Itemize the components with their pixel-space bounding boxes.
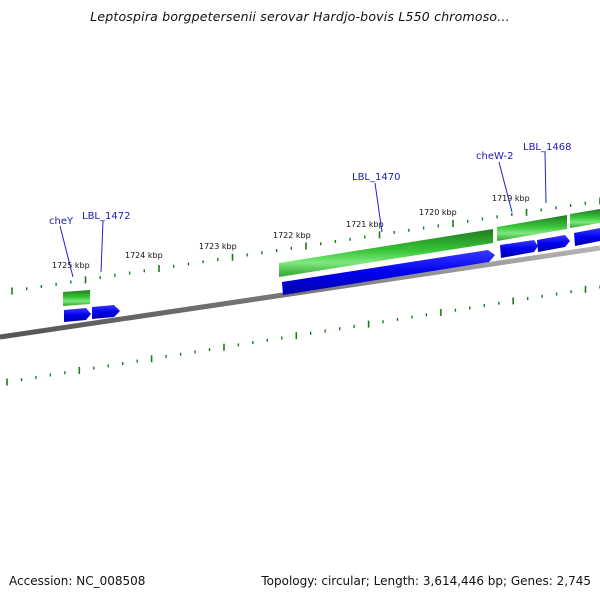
map-title: Leptospira borgpetersenii serovar Hardjo…: [90, 9, 510, 24]
gene-track-green: [63, 209, 600, 306]
gene-lbl1470-blue[interactable]: [282, 250, 495, 295]
gene-next-blue[interactable]: [574, 228, 600, 246]
gene-track-blue: [64, 228, 600, 322]
gene-label-lbl1470[interactable]: LBL_1470: [352, 172, 400, 183]
scale-label-1724: 1724 kbp: [125, 251, 163, 260]
scale-ticks-upper: [11, 197, 600, 295]
genome-summary-text: Topology: circular; Length: 3,614,446 bp…: [261, 574, 591, 588]
scale-label-1720: 1720 kbp: [419, 208, 457, 217]
gene-label-lbl1472[interactable]: LBL_1472: [82, 211, 130, 222]
gene-lbl1472-blue[interactable]: [92, 305, 120, 319]
gene-label-chey[interactable]: cheY: [49, 216, 74, 227]
gene-chey-blue[interactable]: [64, 308, 91, 322]
gene-lbl1470-green[interactable]: [279, 229, 493, 277]
gene-lbl1468-green[interactable]: [570, 209, 600, 228]
gene-label-chew2[interactable]: cheW-2: [476, 151, 513, 162]
scale-label-1719: 1719 kbp: [492, 194, 530, 203]
scale-labels: 1725 kbp 1724 kbp 1723 kbp 1722 kbp 1721…: [52, 194, 530, 270]
scale-label-1725: 1725 kbp: [52, 261, 90, 270]
gene-lbl1468-blue[interactable]: [537, 235, 570, 252]
scale-label-1722: 1722 kbp: [273, 231, 311, 240]
scale-label-1723: 1723 kbp: [199, 242, 237, 251]
gene-label-lines: [59, 151, 547, 278]
accession-text: Accession: NC_008508: [9, 574, 146, 588]
scale-label-1721: 1721 kbp: [346, 220, 384, 229]
gene-labels: cheY LBL_1472 LBL_1470 cheW-2 LBL_1468: [49, 142, 571, 227]
gene-chew2-blue[interactable]: [500, 240, 538, 258]
gene-chey-green[interactable]: [63, 290, 90, 306]
gene-chew2-green[interactable]: [497, 215, 567, 241]
gene-label-lbl1468[interactable]: LBL_1468: [523, 142, 571, 153]
scale-ticks-lower: [6, 285, 600, 386]
